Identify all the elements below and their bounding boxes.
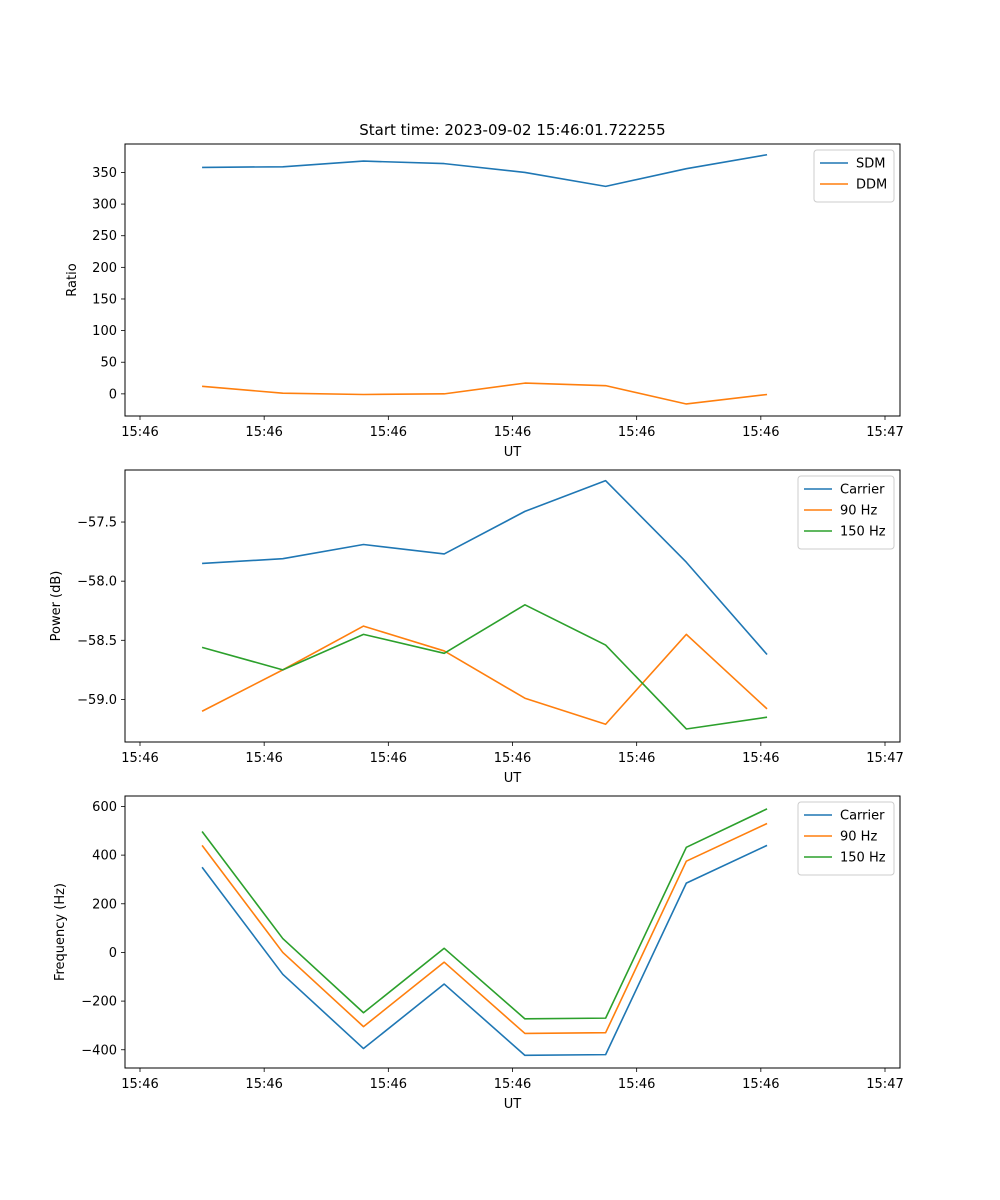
x-tick-label: 15:46 — [494, 1077, 531, 1092]
y-tick-label: 350 — [92, 166, 117, 181]
y-axis-label: Ratio — [65, 263, 80, 296]
x-tick-label: 15:46 — [618, 425, 655, 440]
x-axis-label: UT — [504, 445, 522, 460]
x-tick-label: 15:46 — [370, 1077, 407, 1092]
x-tick-label: 15:46 — [245, 425, 282, 440]
x-tick-label: 15:46 — [370, 751, 407, 766]
x-tick-label: 15:46 — [245, 1077, 282, 1092]
x-axis-label: UT — [504, 771, 522, 786]
x-tick-label: 15:46 — [121, 751, 158, 766]
y-tick-label: 200 — [92, 897, 117, 912]
series-line-sdm — [202, 153, 768, 188]
y-axis-label: Power (dB) — [49, 571, 64, 642]
legend-label: 150 Hz — [840, 525, 886, 540]
y-tick-label: 50 — [100, 356, 117, 371]
y-tick-label: 400 — [92, 849, 117, 864]
subplot-2: 15:46 15:46 15:46 15:46 15:46 15:46 15:47 −59.0… — [49, 469, 904, 786]
y-axis-label: Frequency (Hz) — [53, 883, 68, 981]
x-tick-label: 15:46 — [121, 1077, 158, 1092]
y-tick-label: −200 — [81, 995, 117, 1010]
legend-label: DDM — [856, 178, 887, 193]
legend: Carrier 90 Hz 150 Hz — [797, 801, 895, 876]
y-tick-label: 100 — [92, 324, 117, 339]
subplot-3: 15:46 15:46 15:46 15:46 15:46 15:46 15:47 −400 −… — [53, 795, 904, 1112]
x-tick-label: 15:47 — [866, 1077, 903, 1092]
y-tick-label: −59.0 — [77, 693, 117, 708]
x-tick-label: 15:46 — [742, 751, 779, 766]
legend-label: 90 Hz — [840, 830, 877, 845]
y-tick-label: 150 — [92, 292, 117, 307]
series-line-90-hz — [201, 822, 768, 1035]
y-tick-label: −57.5 — [77, 516, 117, 531]
series-line-carrier — [201, 844, 768, 1057]
subplot-1: 15:46 15:46 15:46 15:46 15:46 15:46 15:47 0 50 10… — [65, 143, 904, 460]
y-tick-label: −58.5 — [77, 634, 117, 649]
y-tick-label: 600 — [92, 800, 117, 815]
series-line-150-hz — [201, 808, 768, 1020]
legend-label: Carrier — [840, 809, 885, 824]
x-tick-label: 15:46 — [494, 425, 531, 440]
legend: Carrier 90 Hz 150 Hz — [797, 475, 895, 550]
y-tick-label: 200 — [92, 261, 117, 276]
x-tick-label: 15:46 — [618, 751, 655, 766]
y-tick-label: 250 — [92, 229, 117, 244]
series-line-90-hz — [201, 625, 768, 726]
x-tick-label: 15:46 — [370, 425, 407, 440]
y-tick-label: 300 — [92, 198, 117, 213]
y-tick-label: −400 — [81, 1043, 117, 1058]
legend-label: 90 Hz — [840, 504, 877, 519]
legend-label: 150 Hz — [840, 851, 886, 866]
series-line-carrier — [202, 479, 768, 656]
y-tick-label: 0 — [109, 946, 117, 961]
legend-label: Carrier — [840, 483, 885, 498]
x-tick-label: 15:47 — [866, 751, 903, 766]
series-line-ddm — [202, 382, 768, 405]
y-tick-label: −58.0 — [77, 575, 117, 590]
x-axis-label: UT — [504, 1097, 522, 1112]
x-tick-label: 15:46 — [618, 1077, 655, 1092]
x-tick-label: 15:47 — [866, 425, 903, 440]
x-tick-label: 15:46 — [494, 751, 531, 766]
y-tick-label: 0 — [109, 387, 117, 402]
x-tick-label: 15:46 — [742, 1077, 779, 1092]
x-tick-label: 15:46 — [245, 751, 282, 766]
legend: SDM DDM — [813, 149, 895, 203]
series-line-150-hz — [201, 604, 768, 730]
x-tick-label: 15:46 — [742, 425, 779, 440]
legend-label: SDM — [856, 157, 885, 172]
x-tick-label: 15:46 — [121, 425, 158, 440]
figure-title: Start time: 2023-09-02 15:46:01.722255 — [359, 121, 665, 139]
